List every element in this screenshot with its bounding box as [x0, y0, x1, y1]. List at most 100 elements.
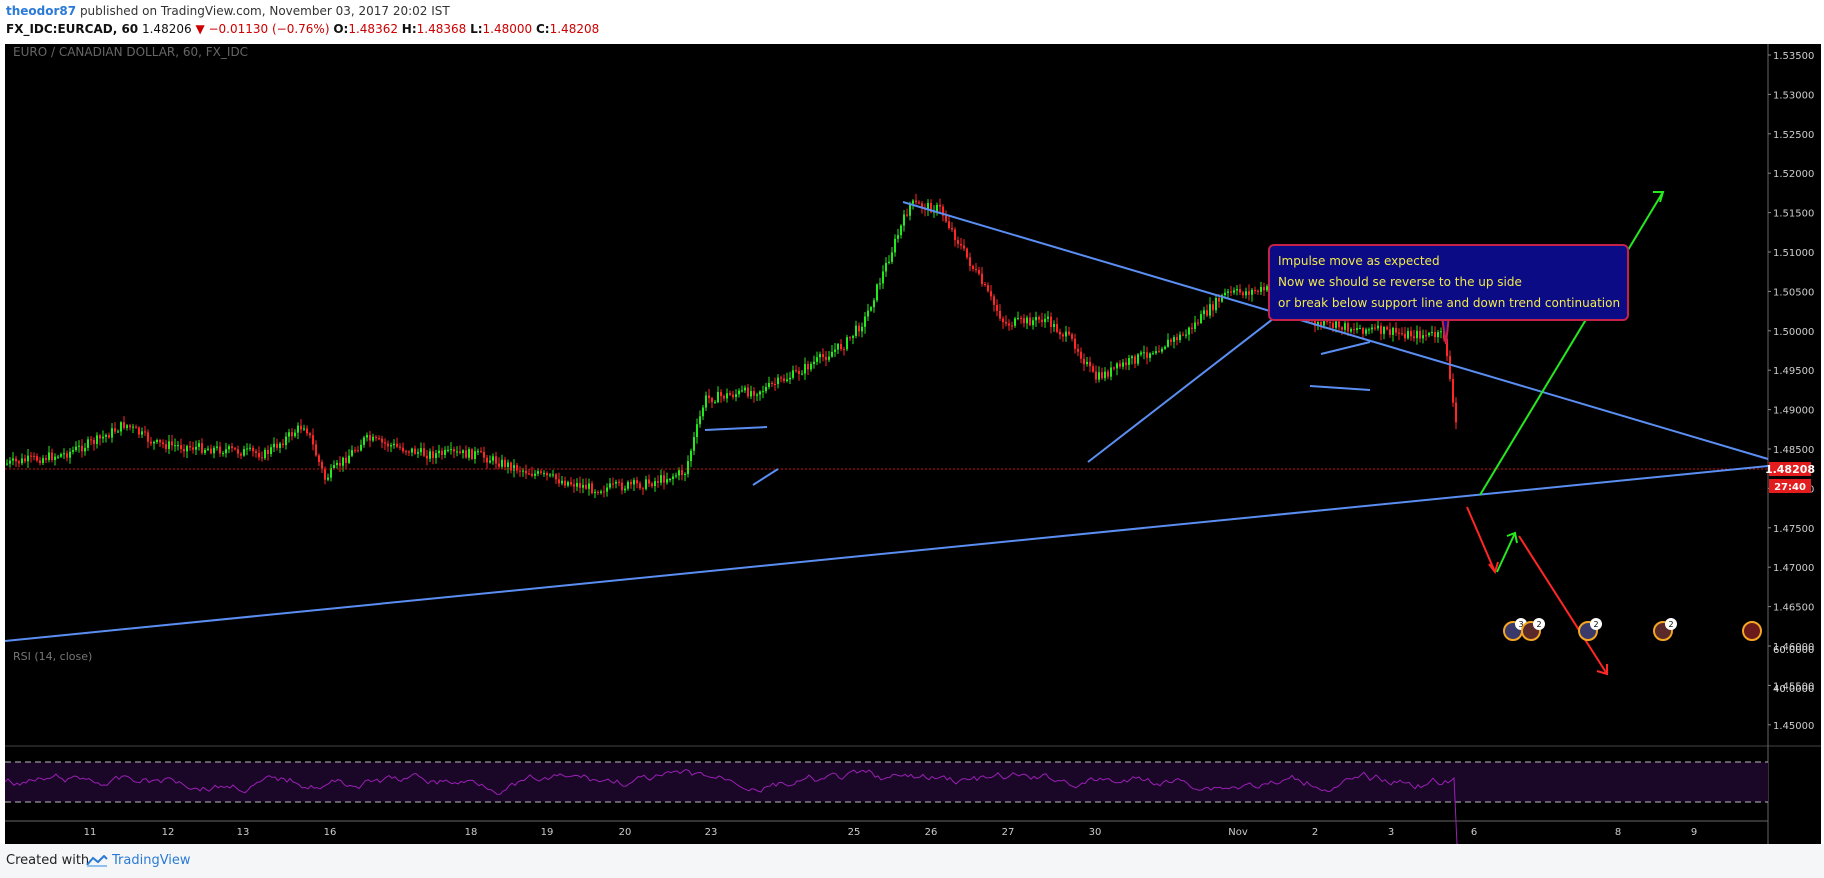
candle-body: [1200, 314, 1202, 323]
candle-body: [912, 200, 914, 204]
candle-body: [99, 435, 101, 439]
resistance-trendline[interactable]: [902, 201, 1769, 460]
candle-body: [1167, 339, 1169, 347]
close-value: 1.48208: [549, 22, 600, 36]
price-axis-label: 1.49000: [1773, 406, 1814, 417]
candle-body: [813, 361, 815, 364]
bounce-arrow-head: [1506, 531, 1518, 544]
time-axis-label: 18: [465, 827, 478, 838]
candle-body: [357, 450, 359, 452]
candle-body: [1059, 331, 1061, 335]
candle-body: [1116, 363, 1118, 369]
annotation-callout[interactable]: Impulse move as expected Now we should s…: [1268, 244, 1629, 321]
candle-body: [822, 354, 824, 357]
candle-body: [699, 416, 701, 425]
bullish-arrow-head: [1653, 191, 1665, 203]
candle-body: [876, 284, 878, 301]
candle-body: [627, 481, 629, 489]
chart-canvas[interactable]: 1.53500 1.53000 1.52500 1.52000 1.51500 1.510…: [4, 44, 1821, 847]
event-count-badge: [1665, 618, 1677, 630]
candle-body: [252, 447, 254, 452]
pennant-lower-line[interactable]: [1309, 385, 1371, 391]
candle-body: [930, 203, 932, 213]
candle-body: [795, 370, 797, 372]
candle-body: [717, 391, 719, 403]
candle-body: [789, 377, 791, 380]
candle-body: [192, 447, 194, 450]
candle-body: [9, 460, 11, 464]
candle-body: [1038, 317, 1040, 320]
candle-body: [351, 450, 353, 456]
candle-body: [1440, 331, 1442, 333]
candle-body: [729, 393, 731, 395]
candle-body: [1101, 372, 1103, 379]
candle-body: [78, 445, 80, 447]
candle-body: [1152, 353, 1154, 355]
bounce-arrow[interactable]: [1496, 532, 1516, 573]
candle-body: [1227, 291, 1229, 293]
candle-body: [693, 437, 695, 451]
annotation-line-1: Impulse move as expected: [1278, 254, 1440, 268]
candle-body: [1035, 317, 1037, 321]
author-link[interactable]: theodor87: [6, 4, 77, 18]
candle-body: [594, 491, 596, 494]
candle-body: [27, 455, 29, 462]
candle-body: [885, 262, 887, 272]
flag-lower-line[interactable]: [752, 468, 779, 486]
candle-body: [207, 448, 209, 450]
candle-body: [1209, 304, 1211, 316]
candle-body: [111, 428, 113, 438]
flag-upper-line[interactable]: [704, 426, 768, 431]
candle-body: [675, 475, 677, 477]
candle-body: [603, 491, 605, 493]
time-axis-label: 16: [324, 827, 337, 838]
support-trendline[interactable]: [4, 465, 1769, 642]
tradingview-link[interactable]: TradingView: [86, 853, 191, 868]
candle-body: [615, 481, 617, 484]
candle-body: [156, 439, 158, 442]
event-count-text: 3: [1518, 620, 1523, 629]
candle-body: [288, 432, 290, 437]
candle-body: [1020, 317, 1022, 319]
canada-flag-icon[interactable]: [1742, 621, 1762, 641]
price-axis-label: 1.52500: [1773, 130, 1814, 141]
candle-body: [1131, 356, 1133, 359]
candle-body: [1416, 330, 1418, 339]
candle-body: [678, 470, 680, 476]
time-axis-label: 11: [84, 827, 97, 838]
candle-body: [1044, 318, 1046, 323]
candle-body: [126, 425, 128, 428]
candle-body: [219, 446, 221, 454]
candle-body: [1071, 334, 1073, 339]
candle-body: [513, 465, 515, 471]
candle-body: [660, 475, 662, 483]
pennant-upper-line[interactable]: [1320, 341, 1371, 355]
chart-svg: 1.53500 1.53000 1.52500 1.52000 1.51500 1.510…: [4, 44, 1821, 847]
candle-body: [741, 390, 743, 392]
candle-body: [834, 349, 836, 352]
bullish-projection-arrow[interactable]: [1479, 191, 1664, 496]
candle-body: [108, 435, 110, 438]
candle-body: [720, 391, 722, 397]
candle-body: [804, 364, 806, 374]
candle-body: [1365, 329, 1367, 334]
price-axis-label: 1.49500: [1773, 366, 1814, 377]
candle-body: [786, 379, 788, 382]
candle-body: [306, 428, 308, 434]
publish-info: theodor87 published on TradingView.com, …: [6, 4, 450, 18]
candle-body: [516, 465, 518, 471]
candle-body: [618, 481, 620, 483]
candle-body: [294, 432, 296, 437]
rising-wedge-line[interactable]: [1087, 297, 1301, 463]
candle-body: [75, 446, 77, 451]
candle-body: [1179, 334, 1181, 341]
bearish-short-arrow[interactable]: [1466, 506, 1496, 573]
bearish-continuation-arrow[interactable]: [1518, 535, 1608, 675]
candle-body: [1017, 317, 1019, 319]
candle-body: [1410, 331, 1412, 337]
candle-body: [216, 446, 218, 448]
candle-body: [144, 431, 146, 433]
candle-body: [1380, 325, 1382, 334]
candle-body: [624, 488, 626, 491]
candle-body: [435, 453, 437, 459]
